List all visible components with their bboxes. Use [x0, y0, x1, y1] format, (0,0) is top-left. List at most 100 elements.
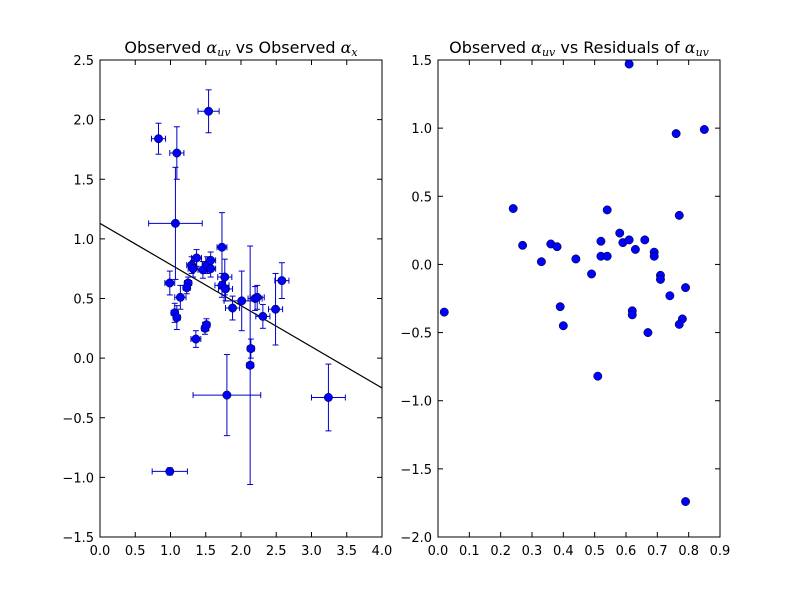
data-point: [258, 311, 268, 321]
data-point: [191, 334, 201, 344]
data-point: [555, 302, 565, 312]
data-point: [439, 307, 449, 317]
y-tick-label: 1.5: [73, 173, 94, 188]
x-tick-label: 0.1: [459, 544, 480, 559]
title-prefix: Observed: [124, 38, 206, 57]
data-point: [602, 251, 612, 261]
data-point: [172, 148, 182, 158]
data-point: [206, 255, 216, 265]
data-point: [681, 497, 690, 507]
x-tick-label: 0.3: [522, 544, 543, 559]
x-tick-label: 1.5: [195, 544, 216, 559]
x-tick-label: 3.5: [336, 544, 357, 559]
data-point: [615, 228, 625, 238]
x-tick-label: 2.5: [266, 544, 287, 559]
x-tick-label: 0.4: [553, 544, 574, 559]
data-point: [182, 283, 192, 293]
data-point: [593, 371, 603, 381]
x-tick-label: 0.2: [490, 544, 511, 559]
chart-title: Observed αuv vs Residuals of αuv: [449, 38, 710, 59]
data-point: [228, 303, 237, 313]
data-point: [154, 134, 163, 144]
title-var2: α: [341, 38, 352, 57]
data-point: [221, 284, 230, 294]
data-point: [674, 210, 684, 220]
title-var2: α: [685, 38, 696, 57]
y-tick-label: 0.0: [73, 352, 94, 367]
data-point: [558, 321, 568, 331]
y-tick-label: 2.5: [73, 54, 94, 69]
data-point: [175, 292, 185, 302]
plot-area: [100, 89, 382, 486]
data-point: [220, 272, 230, 282]
y-tick-label: −1.5: [62, 531, 94, 546]
x-tick-label: 2.0: [231, 544, 252, 559]
data-point: [271, 304, 280, 314]
data-point: [188, 264, 198, 274]
data-point: [323, 393, 333, 402]
y-tick-label: 0.0: [411, 258, 432, 273]
data-point: [649, 251, 659, 261]
data-point: [643, 328, 653, 338]
title-prefix: Observed: [449, 38, 531, 57]
data-point: [640, 235, 650, 245]
title-middle: vs Observed: [231, 38, 341, 57]
y-tick-label: −2.0: [400, 531, 432, 546]
y-tick-label: 0.5: [411, 190, 432, 205]
data-point: [172, 313, 182, 323]
y-tick-label: 1.0: [411, 122, 432, 137]
regression-line: [100, 222, 382, 389]
data-point: [587, 269, 596, 279]
data-point: [630, 244, 640, 254]
data-point: [165, 278, 175, 288]
data-point: [277, 276, 287, 286]
y-tick-label: −1.5: [400, 463, 432, 478]
data-point: [192, 253, 202, 263]
x-tick-label: 0.0: [90, 544, 111, 559]
y-tick-label: 0.5: [73, 293, 94, 308]
data-point: [674, 319, 684, 329]
x-tick-label: 0.9: [710, 544, 731, 559]
title-middle: vs Residuals of: [555, 38, 684, 57]
title-var1-sub: uv: [542, 46, 556, 59]
data-point: [627, 310, 637, 320]
data-point: [671, 129, 681, 139]
x-tick-label: 0.6: [616, 544, 637, 559]
axes-frame: [437, 59, 721, 538]
title-var1-sub: uv: [217, 46, 231, 59]
x-tick-label: 0.8: [678, 544, 699, 559]
data-point: [518, 240, 528, 250]
data-point: [699, 125, 709, 134]
left-scatter-panel: 0.0 0.5 1.0 1.5 2.0 2.5 3.0 3.5 4.0 −1.5 −1.0 −0.5 0…: [62, 38, 392, 559]
data-point: [665, 291, 675, 301]
y-tick-label: 1.0: [73, 233, 94, 248]
data-point: [681, 283, 690, 293]
x-tick-label: 0.0: [428, 544, 449, 559]
data-point: [204, 106, 214, 116]
y-tick-label: −1.0: [62, 471, 94, 486]
x-tick-label: 3.0: [301, 544, 322, 559]
x-tick-label: 0.7: [647, 544, 668, 559]
data-point: [624, 235, 634, 245]
data-point: [602, 205, 612, 215]
y-tick-label: −0.5: [62, 412, 94, 427]
title-var2-sub: x: [351, 46, 358, 59]
data-point: [217, 242, 227, 252]
title-var1: α: [206, 38, 217, 57]
data-point: [245, 360, 255, 370]
right-scatter-panel: 0.0 0.1 0.2 0.3 0.4 0.5 0.6 0.7 0.8 0.9 −2.0 −1.5 −1…: [400, 38, 730, 559]
data-point: [246, 344, 256, 354]
data-point: [206, 264, 216, 274]
data-point: [165, 466, 175, 476]
chart-title: Observed αuv vs Observed αx: [124, 38, 358, 59]
y-tick-label: 2.0: [73, 114, 94, 129]
data-point: [656, 274, 665, 284]
title-var2-sub: uv: [696, 46, 710, 59]
x-tick-label: 0.5: [125, 544, 146, 559]
y-tick-label: 1.5: [411, 54, 432, 69]
data-point: [202, 320, 211, 330]
data-point: [170, 218, 180, 228]
y-tick-label: −1.0: [400, 395, 432, 410]
title-var1: α: [531, 38, 542, 57]
